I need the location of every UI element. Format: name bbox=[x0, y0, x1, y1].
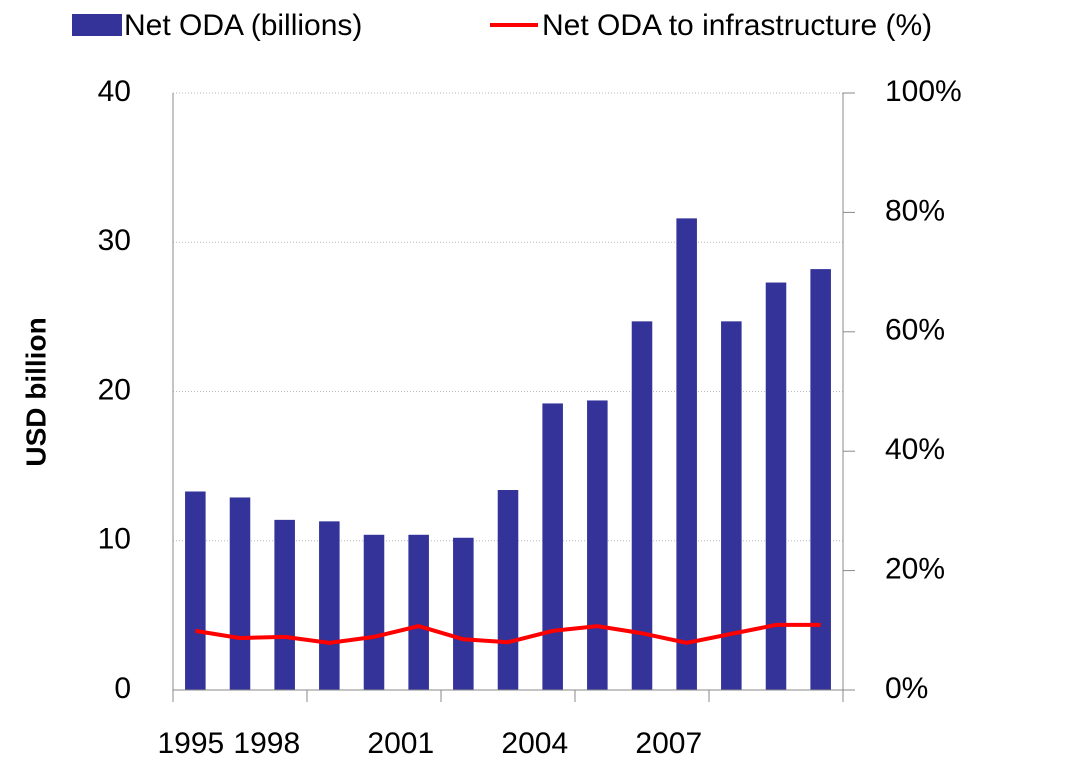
x-tick-label: 2004 bbox=[501, 727, 568, 760]
legend-label: Net ODA to infrastructure (%) bbox=[542, 9, 932, 42]
x-tick-label: 1995 bbox=[157, 727, 224, 760]
y2-tick-label: 40% bbox=[885, 433, 945, 466]
y2-tick-label: 20% bbox=[885, 553, 945, 586]
y-axis-label: USD billion bbox=[20, 317, 51, 466]
y2-tick-label: 0% bbox=[885, 672, 928, 705]
bar bbox=[274, 519, 295, 690]
bar bbox=[185, 491, 206, 690]
bar bbox=[363, 534, 385, 690]
y-tick-label: 30 bbox=[98, 224, 131, 257]
x-tick-label: 2001 bbox=[367, 727, 434, 760]
legend-label: Net ODA (billions) bbox=[124, 9, 362, 42]
bar bbox=[587, 400, 608, 690]
bar bbox=[810, 269, 831, 690]
bar bbox=[229, 497, 251, 690]
y-tick-label: 20 bbox=[98, 373, 131, 406]
bar bbox=[676, 218, 697, 690]
x-tick-label: 2007 bbox=[635, 727, 702, 760]
x-tick-label: 1998 bbox=[233, 727, 300, 760]
bar bbox=[319, 521, 340, 690]
bar bbox=[765, 282, 787, 690]
legend-swatch bbox=[72, 14, 122, 36]
bar bbox=[721, 321, 742, 690]
y-tick-label: 0 bbox=[114, 672, 131, 705]
bar bbox=[542, 403, 563, 690]
y-tick-label: 10 bbox=[98, 523, 131, 556]
y2-tick-label: 100% bbox=[885, 75, 962, 108]
bar bbox=[408, 534, 429, 690]
y-tick-label: 40 bbox=[98, 75, 131, 108]
y2-tick-label: 80% bbox=[885, 194, 945, 227]
bar bbox=[497, 490, 519, 690]
line bbox=[195, 622, 821, 645]
bar bbox=[631, 321, 653, 690]
y2-tick-label: 60% bbox=[885, 314, 945, 347]
bar bbox=[453, 537, 474, 690]
